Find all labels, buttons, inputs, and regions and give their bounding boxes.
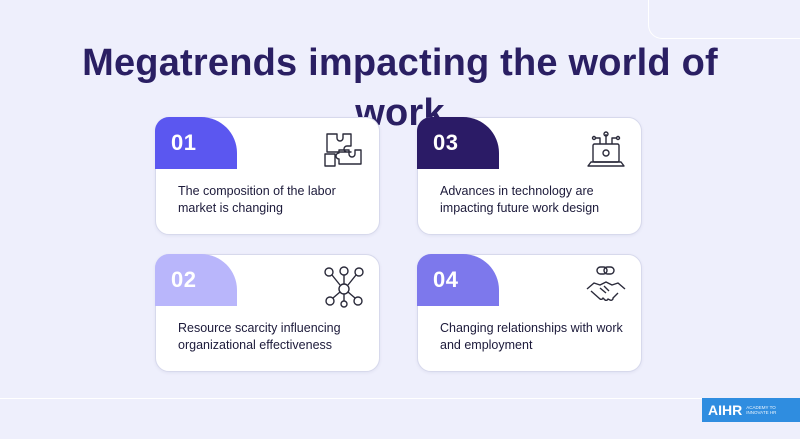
card-number: 04 <box>433 267 459 292</box>
laptop-circuit-icon <box>583 126 629 172</box>
handshake-icon <box>583 263 629 309</box>
card-number-tab: 03 <box>417 117 499 169</box>
card-number: 02 <box>171 267 197 292</box>
logo-subtext: Academy to Innovate HR <box>746 405 777 415</box>
resource-network-icon <box>321 263 367 309</box>
trend-card-02: 02 Resource scarcity influencing organiz… <box>155 254 380 372</box>
page-title: Megatrends impacting the world of work <box>82 42 718 134</box>
decorative-corner-line <box>648 0 800 39</box>
card-description: Resource scarcity influencing organizati… <box>178 321 341 352</box>
card-number-tab: 01 <box>155 117 237 169</box>
card-description: Changing relationships with work and emp… <box>440 321 623 352</box>
card-number-tab: 04 <box>417 254 499 306</box>
card-description: The composition of the labor market is c… <box>178 184 336 215</box>
aihr-logo: AIHR Academy to Innovate HR <box>702 398 800 422</box>
trend-card-04: 04 Changing relationships with work and … <box>417 254 642 372</box>
logo-text: AIHR <box>708 402 743 418</box>
card-number: 03 <box>433 130 459 155</box>
decorative-bottom-line <box>0 398 800 439</box>
trend-card-03: 03 Advances in technology are impacting … <box>417 117 642 235</box>
trend-card-01: 01 The composition of the labor market i… <box>155 117 380 235</box>
card-number: 01 <box>171 130 197 155</box>
puzzle-pieces-icon <box>321 126 367 172</box>
card-number-tab: 02 <box>155 254 237 306</box>
card-description: Advances in technology are impacting fut… <box>440 184 600 215</box>
